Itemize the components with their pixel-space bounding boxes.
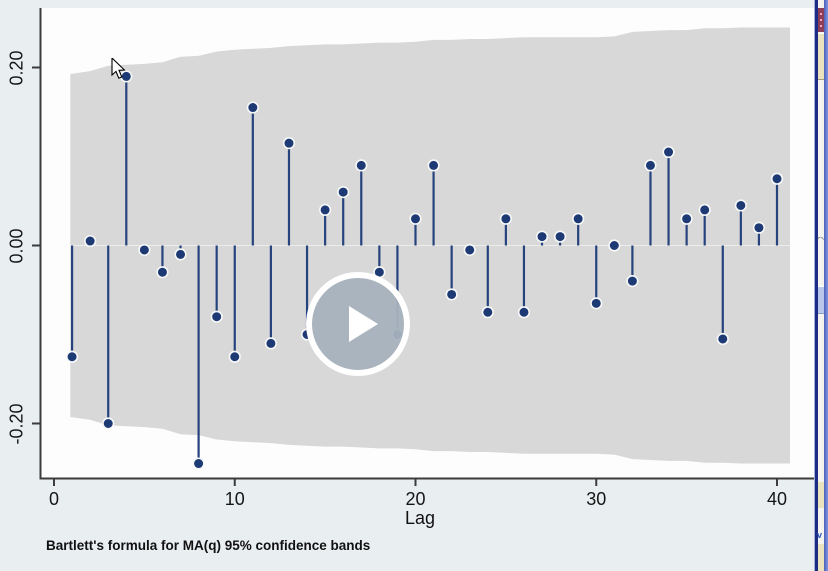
window-edge-highlight xyxy=(814,0,815,571)
acf-dot xyxy=(716,332,729,346)
acf-dot xyxy=(752,221,766,234)
acf-dot xyxy=(499,212,512,225)
acf-dot xyxy=(590,297,603,310)
edge-block xyxy=(818,482,824,508)
edge-block-bottom xyxy=(818,544,828,571)
acf-dot xyxy=(463,243,476,257)
y-tick-label: 0.00 xyxy=(6,227,27,264)
x-tick-label: 0 xyxy=(48,489,60,509)
acf-dot xyxy=(481,306,494,319)
background-window-edge: ◠ v xyxy=(814,0,828,571)
acf-dot xyxy=(102,417,115,430)
play-icon xyxy=(349,306,378,342)
acf-dot xyxy=(445,288,458,301)
scrollbar-track[interactable] xyxy=(818,0,824,571)
acf-dot xyxy=(192,457,205,470)
acf-dot xyxy=(427,159,440,172)
acf-dot xyxy=(337,186,350,199)
chart-note: Bartlett's formula for MA(q) 95% confide… xyxy=(46,538,371,553)
acf-dot xyxy=(517,306,531,319)
acf-dot xyxy=(228,350,241,363)
acf-dot xyxy=(246,101,259,114)
chevron-down-icon[interactable]: v xyxy=(817,530,823,540)
edge-notch: ◠ xyxy=(817,235,824,244)
acf-dot xyxy=(626,275,639,288)
acf-dot xyxy=(120,70,133,83)
acf-dot xyxy=(644,159,657,172)
acf-dot xyxy=(84,234,97,248)
acf-dot xyxy=(210,310,223,323)
acf-dot xyxy=(282,137,296,150)
y-tick-label: -0.20 xyxy=(6,402,27,445)
window-edge-border xyxy=(815,0,818,571)
x-tick-label: 20 xyxy=(405,489,426,509)
toolbar-grip[interactable] xyxy=(818,8,824,32)
acf-dot xyxy=(608,239,621,252)
video-play-button[interactable] xyxy=(303,269,413,379)
window-frame-blue xyxy=(824,0,828,571)
scrollbar-thumb-secondary[interactable] xyxy=(818,286,824,314)
x-tick-label: 40 xyxy=(766,489,788,509)
scrollbar-thumb[interactable] xyxy=(818,33,824,80)
x-tick-label: 30 xyxy=(586,489,607,509)
acf-dot xyxy=(535,230,549,243)
acf-dot xyxy=(553,230,567,243)
acf-dot xyxy=(662,145,675,159)
acf-dot xyxy=(770,172,784,185)
acf-dot xyxy=(680,212,693,225)
acf-dot xyxy=(409,212,422,225)
acf-dot xyxy=(65,350,79,363)
acf-dot xyxy=(698,203,711,216)
y-tick-label: 0.20 xyxy=(6,49,27,86)
x-axis-title: Lag xyxy=(404,508,436,528)
acf-dot xyxy=(156,266,169,279)
x-tick-label: 10 xyxy=(224,489,245,509)
acf-dot xyxy=(734,199,747,212)
acf-dot xyxy=(264,337,278,350)
acf-dot xyxy=(319,203,332,216)
acf-dot xyxy=(355,159,368,172)
acf-dot xyxy=(138,243,151,257)
acf-dot xyxy=(572,212,585,225)
acf-dot xyxy=(174,248,187,261)
